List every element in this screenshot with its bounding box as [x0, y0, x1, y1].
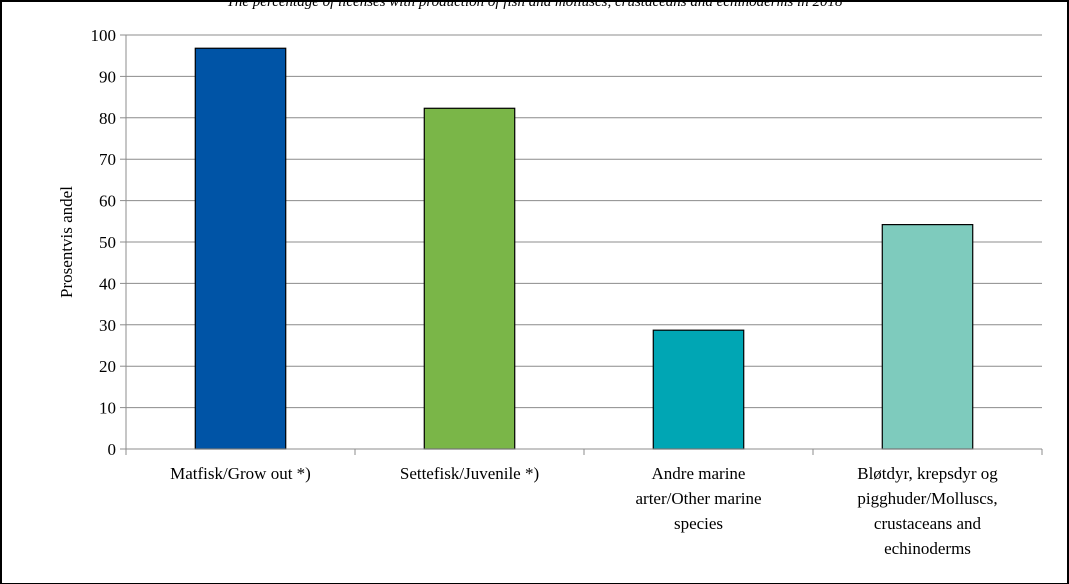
- bars: [194, 47, 974, 450]
- chart-caption: The percentage of licenses with producti…: [226, 0, 843, 10]
- x-category-label-line: species: [674, 514, 723, 533]
- x-category-label-line: crustaceans and: [874, 514, 982, 533]
- x-category-label: Settefisk/Juvenile *): [400, 464, 539, 483]
- x-category-label-line: Matfisk/Grow out *): [170, 464, 311, 483]
- axes: [120, 34, 1043, 455]
- x-category-label: Andre marine arter/Other marine species: [635, 464, 761, 533]
- y-tick-label: 40: [99, 274, 116, 293]
- y-tick-label: 10: [99, 399, 116, 418]
- x-category-label: Bløtdyr, krepsdyr og pigghuder/Molluscs, c…: [857, 464, 998, 558]
- bar-1: [194, 47, 287, 450]
- y-tick-label: 50: [99, 233, 116, 252]
- x-category-label: Matfisk/Grow out *): [170, 464, 311, 483]
- y-tick-label: 0: [108, 440, 117, 459]
- x-category-label-line: echinoderms: [884, 539, 971, 558]
- y-tick-label: 100: [91, 26, 117, 45]
- y-tick-label: 60: [99, 192, 116, 211]
- x-category-label-line: Settefisk/Juvenile *): [400, 464, 539, 483]
- labels: 0 10 20 30 40 50 60 70 80 90 100 Matfisk/Grow out *…: [91, 26, 999, 558]
- y-tick-label: 90: [99, 67, 116, 86]
- y-tick-label: 20: [99, 357, 116, 376]
- x-category-label-line: Bløtdyr, krepsdyr og: [857, 464, 998, 483]
- x-category-label-line: arter/Other marine: [635, 489, 761, 508]
- y-tick-label: 70: [99, 150, 116, 169]
- y-tick-label: 30: [99, 316, 116, 335]
- y-axis-title: Prosentvis andel: [57, 186, 76, 298]
- bar-4: [881, 224, 974, 450]
- x-category-label-line: pigghuder/Molluscs,: [857, 489, 997, 508]
- y-tick-label: 80: [99, 109, 116, 128]
- x-category-label-line: Andre marine: [652, 464, 746, 483]
- bar-3: [652, 329, 745, 450]
- bar-2: [423, 107, 516, 450]
